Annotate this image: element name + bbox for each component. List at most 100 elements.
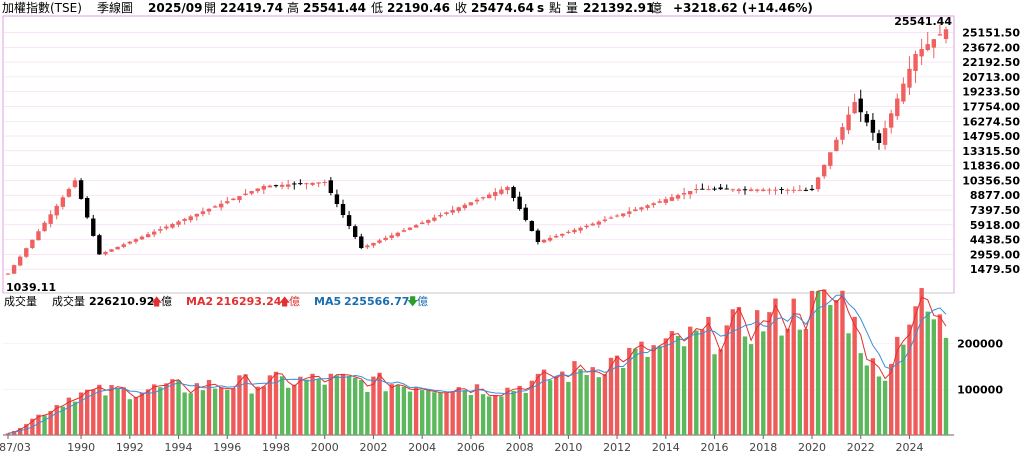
- price-tick-label: 14795.00: [962, 130, 1020, 143]
- index-name: 加權指數(TSE): [2, 1, 82, 15]
- candle-down: [742, 189, 748, 191]
- price-tick-label: 16274.50: [962, 115, 1020, 128]
- volume-bar: [151, 384, 157, 435]
- candle-up: [797, 189, 803, 191]
- candle-up: [255, 188, 260, 192]
- candle-up: [651, 203, 656, 206]
- volume-bar: [359, 380, 364, 435]
- x-tick-label: 1992: [116, 441, 144, 454]
- volume-bar: [505, 387, 510, 435]
- volume-bar: [109, 385, 114, 435]
- candle-up: [566, 231, 571, 233]
- volume-bar: [614, 355, 620, 435]
- candle-up: [243, 193, 248, 195]
- candle-up: [627, 211, 632, 214]
- candle-up: [237, 196, 242, 201]
- candle-up: [499, 189, 504, 194]
- volume-label: 量: [566, 1, 579, 15]
- candle-up: [121, 244, 126, 247]
- date-value: 2025/09: [148, 1, 203, 15]
- candle-down: [712, 188, 717, 190]
- volume-bar: [882, 380, 888, 435]
- volume-bar: [901, 344, 906, 435]
- candle-down: [803, 189, 809, 191]
- volume-bar: [462, 390, 468, 435]
- volume-bar: [395, 385, 401, 435]
- volume-bar: [237, 375, 242, 435]
- volume-bar: [346, 376, 352, 435]
- x-tick-label: 2020: [798, 441, 826, 454]
- volume-bar: [828, 305, 833, 435]
- candle-up: [578, 227, 583, 231]
- candle-up: [218, 203, 224, 208]
- candle-up: [145, 234, 151, 238]
- volume-bar: [803, 329, 809, 435]
- volume-bar: [687, 326, 693, 435]
- volume-bar: [72, 401, 78, 435]
- volume-bar: [529, 380, 535, 435]
- volume-bar: [821, 289, 827, 435]
- high-value: 25541.44: [303, 1, 367, 15]
- volume-bar: [645, 356, 650, 435]
- candle-down: [97, 235, 102, 255]
- volume-bar: [103, 395, 108, 435]
- price-panel-frame: [2, 15, 955, 294]
- volume-bar: [66, 397, 72, 435]
- volume-bar: [590, 367, 595, 435]
- volume-label: 成交量: [52, 295, 85, 308]
- volume-bar: [139, 393, 145, 435]
- candle-down: [273, 185, 279, 187]
- volume-bar: [779, 335, 784, 435]
- volume-bar: [620, 367, 626, 435]
- volume-unit: 億: [161, 295, 172, 308]
- candle-up: [371, 242, 376, 246]
- volume-bar: [182, 392, 187, 435]
- candle-up: [645, 205, 650, 208]
- candle-up: [450, 209, 455, 213]
- arrow-down-icon: 🡇: [407, 295, 419, 308]
- candle-down: [91, 218, 96, 236]
- price-tick-label: 4438.50: [970, 234, 1020, 247]
- candle-down: [718, 187, 723, 190]
- candle-up: [620, 213, 626, 217]
- volume-bar: [517, 385, 522, 435]
- volume-bar: [206, 379, 212, 435]
- candle-up: [30, 239, 35, 248]
- open-label: 開: [204, 1, 217, 15]
- candle-up: [901, 83, 906, 102]
- volume-bar: [809, 290, 815, 435]
- volume-bar: [377, 372, 382, 435]
- volume-bar: [657, 346, 662, 435]
- candle-up: [633, 209, 638, 212]
- volume-bar: [267, 375, 273, 435]
- candle-down: [700, 188, 705, 190]
- volume-current-value: 226210.92: [89, 295, 155, 308]
- candle-up: [206, 208, 212, 212]
- candle-up: [834, 139, 839, 152]
- volume-bar: [298, 376, 303, 435]
- volume-axis: 200000 100000: [957, 338, 1003, 397]
- volume-bar: [742, 336, 748, 435]
- candle-up: [310, 182, 315, 185]
- candle-up: [36, 231, 41, 241]
- ma5-unit: 億: [417, 295, 428, 308]
- volume-bar: [748, 344, 754, 435]
- volume-bar: [870, 358, 876, 435]
- volume-bar: [60, 406, 66, 435]
- volume-bar: [511, 390, 516, 435]
- moving-average-lines: [7, 289, 947, 434]
- volume-unit: 億: [650, 1, 663, 15]
- volume-bar: [852, 316, 857, 435]
- x-tick-label: 2012: [603, 441, 631, 454]
- volume-bar: [523, 392, 528, 435]
- period-label: 季線圖: [97, 1, 134, 15]
- volume-bar: [480, 394, 486, 435]
- x-tick-label: 2000: [311, 441, 339, 454]
- candle-up: [212, 206, 218, 208]
- candle-up: [377, 240, 382, 243]
- x-tick-label: 2014: [652, 441, 680, 454]
- candle-up: [115, 246, 120, 250]
- volume-bar: [255, 386, 260, 435]
- x-tick-label: 1994: [165, 441, 193, 454]
